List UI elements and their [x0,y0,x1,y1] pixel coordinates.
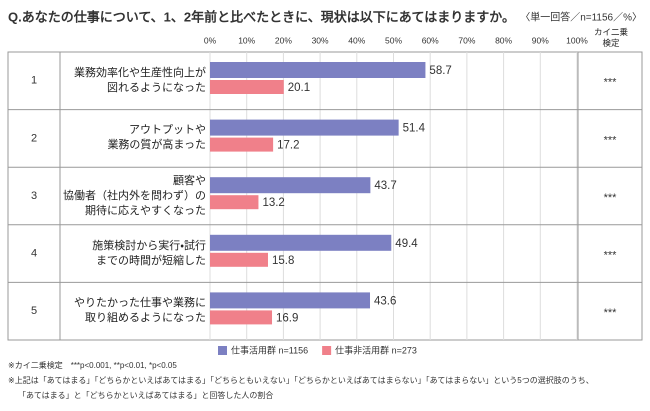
value-label: 51.4 [403,123,426,135]
category-label: アウトプットや 業務の質が高まった [107,124,206,152]
value-label: 16.9 [276,312,298,324]
row-number: 5 [31,305,37,317]
bar [210,177,371,194]
value-label: 13.2 [262,197,284,209]
legend-swatch [322,346,332,355]
category-label: やりたかった仕事や業務に 取り組めるようになった [74,297,206,325]
bar [210,137,274,152]
bar [210,80,284,94]
value-label: 58.7 [429,65,451,77]
footnote: ※カイ二乗検定 ***p<0.001, **p<0.01, *p<0.05 [8,360,177,370]
x-tick-label: 0% [204,35,217,45]
row-number: 2 [31,132,37,144]
bar [210,310,273,325]
x-tick-label: 20% [275,35,292,45]
significance: *** [604,250,618,262]
footnote: 「あてはまる」と「どちらかといえばあてはまる」と回答した人の割合 [18,390,273,400]
x-tick-label: 70% [458,35,475,45]
x-tick-label: 100% [566,35,588,45]
chart-subtitle: 〈単一回答／n=1156／%〉 [520,11,642,24]
value-label: 17.2 [277,140,299,152]
bar [210,195,259,210]
footnote: ※上記は「あてはまる」「どちらかといえばあてはまる」「どちらともいえない」「どち… [8,375,594,385]
significance: *** [604,192,618,204]
bar [210,119,399,136]
legend-swatch [218,346,227,355]
significance: *** [604,307,618,319]
value-label: 43.7 [374,180,396,192]
significance: *** [604,77,618,89]
chart-title: Q.あなたの仕事について、1、2年前と比べたときに、現状は以下にあてはまりますか… [8,9,515,24]
category-label: 顧客や 協働者（社内外を問わず）の 期待に応えやすくなった [63,174,206,217]
significance: *** [604,134,618,146]
x-tick-label: 50% [385,35,402,45]
legend-label: 仕事非活用群 n=273 [335,344,417,355]
category-label: 業務効率化や生産性向上が 図れるようになった [74,66,206,94]
bar [210,234,392,251]
x-tick-label: 90% [532,35,549,45]
x-tick-label: 10% [238,35,255,45]
bar [210,252,268,267]
row-number: 1 [31,75,37,87]
value-label: 15.8 [272,255,294,267]
bar [210,292,371,309]
legend-label: 仕事活用群 n=1156 [231,344,308,355]
category-label: 施策検討から実行・試行 までの時間が短縮した [92,239,206,267]
row-number: 3 [31,190,37,202]
row-number: 4 [31,248,37,260]
significance-header: カイ二乗 検定 [593,27,628,48]
value-label: 43.6 [374,295,396,307]
x-tick-label: 30% [312,35,329,45]
value-label: 49.4 [395,238,418,250]
x-tick-label: 40% [348,35,365,45]
bar [210,62,426,78]
x-tick-label: 80% [495,35,512,45]
value-label: 20.1 [288,82,310,94]
x-tick-label: 60% [422,35,439,45]
table-frame [7,51,643,341]
